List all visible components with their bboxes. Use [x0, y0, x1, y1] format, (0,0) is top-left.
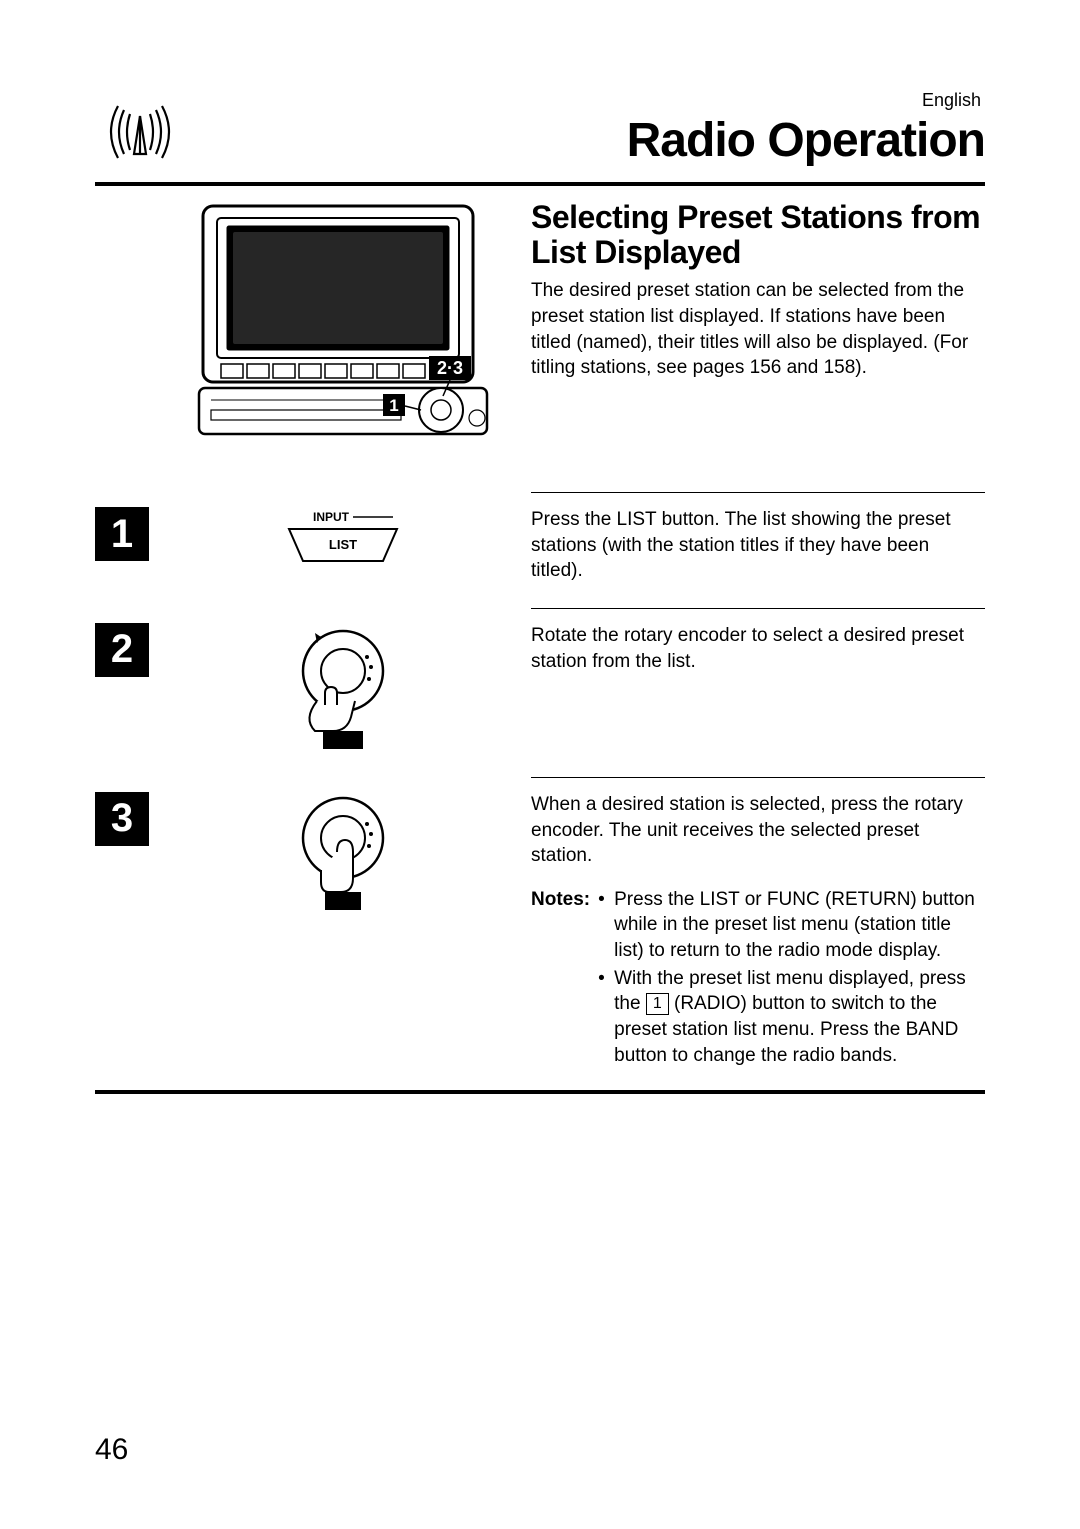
step-2-figure — [183, 623, 503, 753]
callout-2-3: 2·3 — [437, 358, 463, 378]
manual-page: English Radio Operation — [0, 0, 1080, 1529]
intro-row: 2·3 1 Selecting Preset Stations from Lis… — [95, 196, 985, 478]
divider-thin — [531, 492, 985, 493]
intro-body: The desired preset station can be select… — [531, 278, 985, 381]
step-badge-1: 1 — [95, 507, 149, 561]
section-title: Selecting Preset Stations from List Disp… — [531, 200, 985, 270]
divider-thin — [531, 777, 985, 778]
step-1-block: 1 INPUT LIST Press the LIST button. The … — [95, 478, 985, 594]
step-1-figure: INPUT LIST — [183, 507, 503, 571]
step-3-text: When a desired station is selected, pres… — [531, 792, 985, 869]
svg-text:LIST: LIST — [329, 537, 357, 552]
page-number: 46 — [95, 1433, 128, 1467]
notes-block: Notes: Press the LIST or FUNC (RETURN) b… — [531, 887, 985, 1070]
callout-1: 1 — [389, 396, 398, 415]
page-title: Radio Operation — [185, 113, 985, 168]
note-item-2: With the preset list menu displayed, pre… — [598, 966, 985, 1069]
step-1-text: Press the LIST button. The list showing … — [531, 507, 985, 584]
device-figure: 2·3 1 — [183, 200, 503, 460]
language-label: English — [185, 90, 981, 111]
step-badge-2: 2 — [95, 623, 149, 677]
key-1-radio: 1 — [646, 993, 669, 1014]
step-3-figure — [183, 792, 503, 932]
step-badge-3: 3 — [95, 792, 149, 846]
step-3-block: 3 When a desired station is selected, pr… — [95, 763, 985, 1080]
notes-label: Notes: — [531, 887, 590, 913]
step-2-block: 2 Rotate the rotary encoder to sel — [95, 594, 985, 763]
svg-text:INPUT: INPUT — [313, 510, 350, 524]
note-item-1: Press the LIST or FUNC (RETURN) button w… — [598, 887, 985, 964]
divider-thick — [95, 182, 985, 186]
divider-thick-bottom — [95, 1090, 985, 1094]
step-2-text: Rotate the rotary encoder to select a de… — [531, 623, 985, 674]
divider-thin — [531, 608, 985, 609]
antenna-icon — [95, 104, 185, 168]
page-header: English Radio Operation — [95, 90, 985, 176]
